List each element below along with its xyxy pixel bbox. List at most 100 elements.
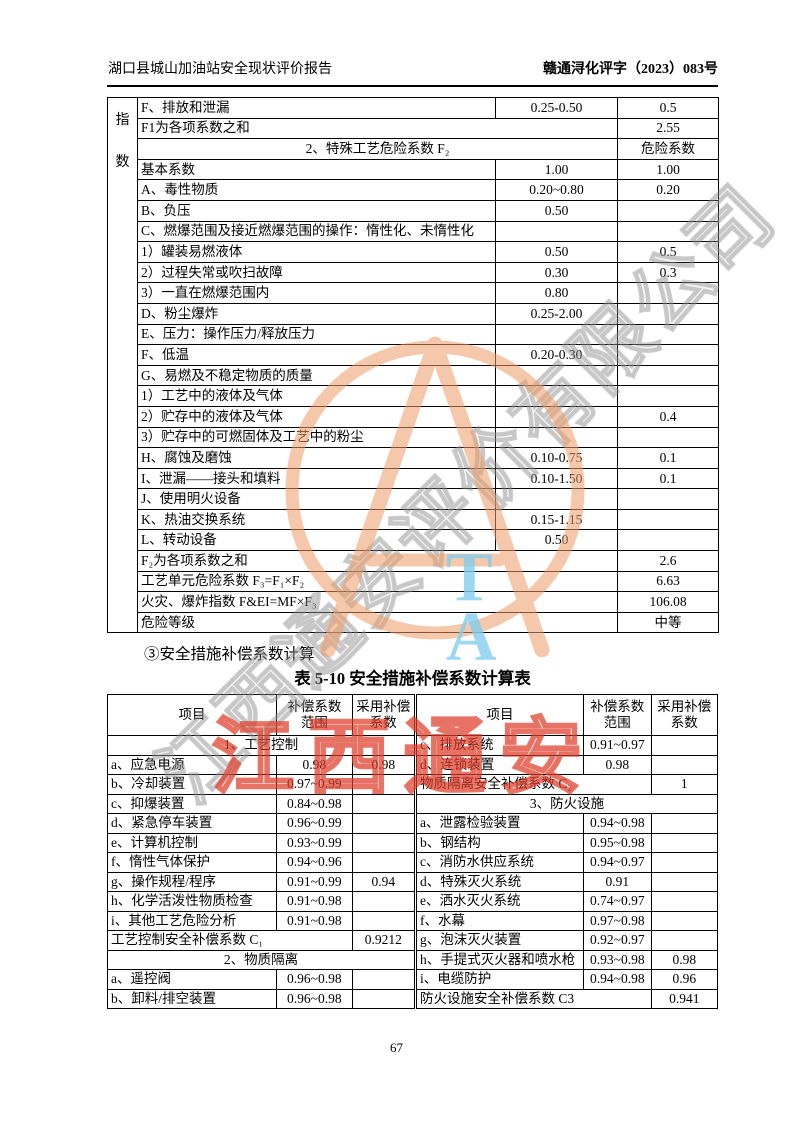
table-cell: h、手提式灭火器和喷水枪 bbox=[413, 949, 585, 970]
table-cell: 0.94~0.96 bbox=[276, 852, 353, 873]
table-row: a、遥控阀 0.96~0.98 i、电缆防护 0.94~0.98 0.96 bbox=[106, 969, 719, 990]
table-5-10-title: 表 5-10 安全措施补偿系数计算表 bbox=[294, 669, 531, 688]
table-cell: B、负压 bbox=[137, 199, 496, 222]
table-cell: 0.25-0.50 bbox=[495, 97, 618, 119]
table-cell: 2、物质隔离 bbox=[107, 949, 416, 970]
table-cell: 1.00 bbox=[495, 158, 618, 181]
table-cell: 0.96~0.98 bbox=[276, 988, 353, 1009]
table-row: L、转动设备 0.50 bbox=[108, 529, 719, 552]
table-cell: 3、防火设施 bbox=[413, 793, 719, 814]
table-cell: 0.5 bbox=[617, 241, 719, 263]
table-cell bbox=[617, 220, 719, 243]
table-side-label: 指 数 bbox=[107, 96, 138, 634]
table-cell: a、应急电源 bbox=[106, 754, 278, 775]
table-cell: 0.96~0.99 bbox=[276, 813, 353, 834]
table-cell: 0.91~0.98 bbox=[276, 891, 353, 912]
report-title-header: 湖口县城山加油站安全现状评价报告 bbox=[108, 62, 332, 77]
table-cell bbox=[650, 930, 719, 951]
table-cell: 2.6 bbox=[617, 550, 719, 572]
table-cell: 0.25-2.00 bbox=[495, 302, 618, 325]
document-number-header: 赣通浔化评字（2023）083号 bbox=[543, 62, 718, 77]
table-row: b、卸料/排空装置 0.96~0.98 防火设施安全补偿系数 C3 0.941 bbox=[106, 988, 719, 1009]
table-header-cell: 补偿系数 范围 bbox=[583, 694, 652, 736]
table-cell: 1 bbox=[650, 774, 719, 795]
table-cell bbox=[495, 426, 618, 449]
table-cell bbox=[650, 735, 719, 756]
table-cell: 物质隔离安全补偿系数 C₂ bbox=[413, 774, 652, 795]
table-cell: 0.80 bbox=[495, 282, 618, 304]
table-cell bbox=[617, 199, 719, 222]
table-row: 危险等级 中等 bbox=[108, 611, 719, 634]
table-cell: F₂为各项系数之和 bbox=[137, 550, 618, 572]
table-cell: 基本系数 bbox=[137, 158, 496, 181]
table-cell bbox=[617, 364, 719, 387]
table-cell: 1）罐装易燃液体 bbox=[137, 241, 496, 263]
table-cell: b、卸料/排空装置 bbox=[106, 988, 278, 1009]
table-row: h、化学活泼性物质检查 0.91~0.98 e、洒水灭火系统 0.74~0.97 bbox=[106, 891, 719, 912]
table-cell bbox=[617, 508, 719, 531]
table-row: A、毒性物质 0.20~0.80 0.20 bbox=[108, 179, 719, 201]
table-cell: 0.84~0.98 bbox=[276, 793, 353, 814]
table-cell bbox=[650, 871, 719, 892]
table-cell bbox=[351, 793, 416, 814]
table-cell: K、热油交换系统 bbox=[137, 508, 496, 531]
table-cell: e、计算机控制 bbox=[106, 832, 278, 853]
table-cell bbox=[650, 813, 719, 834]
table-cell: C、燃爆范围及接近燃爆范围的操作：惰性化、未惰性化 bbox=[137, 220, 496, 243]
table-cell: f、惰性气体保护 bbox=[106, 852, 278, 873]
table-cell: 火灾、爆炸指数 F&EI=MF×F₃ bbox=[137, 591, 618, 613]
table-cell: 0.50 bbox=[495, 529, 618, 552]
table-row: c、抑爆装置 0.84~0.98 3、防火设施 bbox=[106, 793, 719, 814]
table-cell bbox=[617, 344, 719, 366]
table-cell: F1为各项系数之和 bbox=[137, 117, 618, 140]
table-row: 基本系数 1.00 1.00 bbox=[108, 158, 719, 181]
table-cell: 6.63 bbox=[617, 570, 719, 593]
table-row: d、紧急停车装置 0.96~0.99 a、泄露检验装置 0.94~0.98 bbox=[106, 813, 719, 834]
table-cell: 3）贮存中的可燃固体及工艺中的粉尘 bbox=[137, 426, 496, 449]
table-cell: 0.91~0.99 bbox=[276, 871, 353, 892]
table-cell: g、泡沫灭火装置 bbox=[413, 930, 585, 951]
table-cell: 0.941 bbox=[650, 988, 719, 1009]
table-cell bbox=[617, 323, 719, 346]
table-cell bbox=[617, 529, 719, 552]
table-cell bbox=[617, 426, 719, 449]
table-cell: 防火设施安全补偿系数 C3 bbox=[413, 988, 652, 1009]
table-row: 2）过程失常或吹扫故障 0.30 0.3 bbox=[108, 261, 719, 284]
table-cell bbox=[617, 488, 719, 510]
table-row: K、热油交换系统 0.15-1.15 bbox=[108, 508, 719, 531]
table-header-cell: 采用补偿 系数 bbox=[351, 694, 416, 736]
page-number: 67 bbox=[390, 1040, 403, 1055]
table-row: 工艺控制安全补偿系数 C₁ 0.9212 g、泡沫灭火装置 0.92~0.97 bbox=[107, 930, 719, 951]
table-cell: 0.74~0.97 bbox=[583, 891, 652, 912]
table-cell: 0.9212 bbox=[351, 930, 416, 951]
table-cell: 0.98 bbox=[276, 754, 353, 775]
table-cell: 0.96~0.98 bbox=[276, 969, 353, 990]
compensation-coefficient-table: 项目 补偿系数 范围 采用补偿 系数 项目 补偿系数 范围 采用补偿 系数 1、工艺控制 c… bbox=[106, 694, 719, 1009]
table-header-cell: 补偿系数 范围 bbox=[276, 694, 353, 736]
table-header-cell: 项目 bbox=[106, 694, 278, 736]
table-cell: 1）工艺中的液体及气体 bbox=[137, 385, 496, 407]
table-cell: c、排放系统 bbox=[413, 735, 585, 756]
table-cell: F、低温 bbox=[137, 344, 496, 366]
table-cell: 0.94~0.97 bbox=[583, 852, 652, 873]
table-row: e、计算机控制 0.93~0.99 b、钢结构 0.95~0.98 bbox=[106, 832, 719, 853]
table-row: E、压力：操作压力/释放压力 bbox=[108, 323, 719, 346]
table-cell: 0.97~0.98 bbox=[583, 910, 652, 931]
table-cell: e、洒水灭火系统 bbox=[413, 891, 585, 912]
table-cell: I、泄漏——接头和填料 bbox=[137, 467, 496, 490]
table-cell: 0.97~0.99 bbox=[276, 774, 353, 795]
table-cell bbox=[495, 385, 618, 407]
table-row: a、应急电源 0.98 0.98 d、连锁装置 0.98 bbox=[106, 754, 719, 775]
table-cell: 工艺单元危险系数 F₃=F₁×F₂ bbox=[137, 570, 618, 593]
table-cell bbox=[351, 969, 416, 990]
table-row: g、操作规程/程序 0.91~0.99 0.94 d、特殊灭火系统 0.91 bbox=[106, 871, 719, 892]
table-cell: c、消防水供应系统 bbox=[413, 852, 585, 873]
table-row: F₂为各项系数之和 2.6 bbox=[108, 550, 719, 572]
table-cell: 危险系数 bbox=[617, 138, 719, 160]
table-cell: b、冷却装置 bbox=[106, 774, 278, 795]
table-cell: 0.4 bbox=[617, 405, 719, 428]
table-row: F、低温 0.20-0.30 bbox=[108, 344, 719, 366]
table-cell: 0.94~0.98 bbox=[583, 969, 652, 990]
table-row: 1、工艺控制 c、排放系统 0.91~0.97 bbox=[107, 735, 719, 756]
